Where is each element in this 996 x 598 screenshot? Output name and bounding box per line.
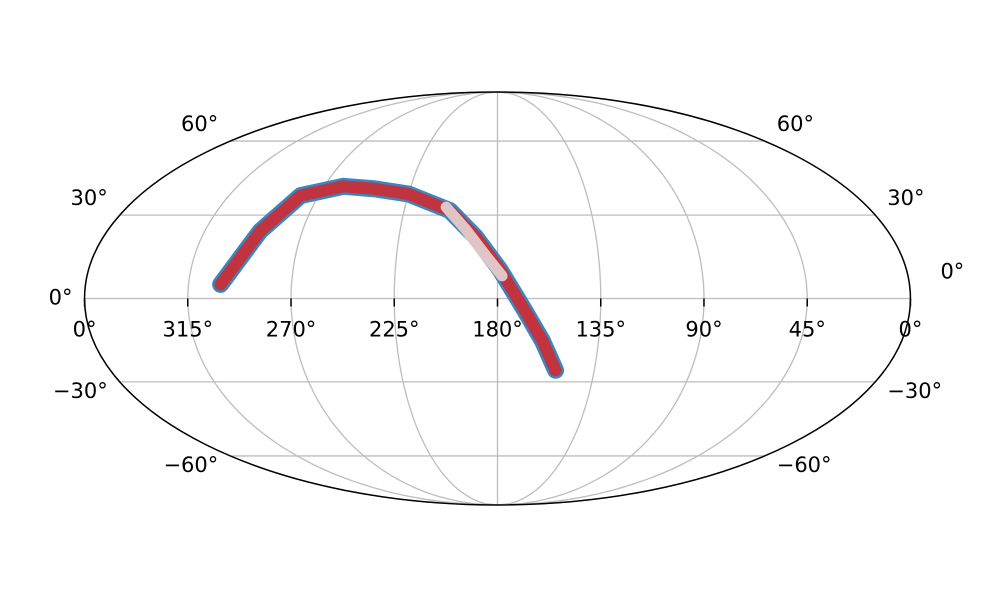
x-tick-label: 225° — [369, 318, 420, 342]
y-tick-label: 60° — [777, 112, 814, 136]
y-tick-label: −30° — [887, 379, 942, 403]
x-tick-label: 45° — [789, 318, 826, 342]
y-tick-label: 30° — [887, 186, 924, 210]
y-tick-label: −60° — [777, 453, 832, 477]
x-tick-label: 0° — [899, 318, 923, 342]
x-tick-label: 180° — [472, 318, 523, 342]
y-tick-label: 60° — [181, 112, 218, 136]
y-tick-label: −30° — [53, 379, 108, 403]
stream-track — [440, 201, 508, 282]
y-tick-label: 0° — [940, 260, 964, 284]
x-tick-label: 270° — [266, 318, 317, 342]
y-tick-label: −60° — [163, 453, 218, 477]
x-tick-label: 135° — [575, 318, 626, 342]
x-tick-label: 315° — [162, 318, 213, 342]
stream-track — [214, 180, 562, 377]
y-tick-label: 30° — [71, 186, 108, 210]
y-tick-label: 0° — [49, 286, 73, 310]
x-tick-label: 90° — [685, 318, 722, 342]
x-tick-label: 0° — [73, 318, 97, 342]
